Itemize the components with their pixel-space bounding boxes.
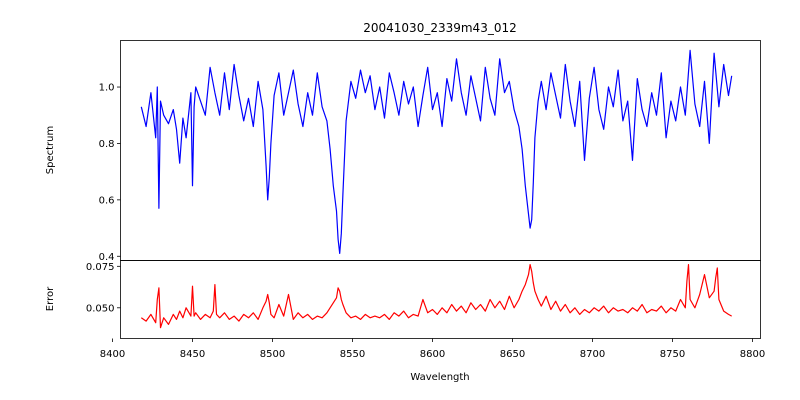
x-tick-label: 8600: [420, 349, 445, 360]
spectrum-y-axis-label: Spectrum: [45, 126, 56, 174]
spectrum-y-ticks: 0.4 0.6 0.8 1.0: [99, 83, 121, 263]
error-y-axis-label: Error: [45, 286, 56, 311]
spectrum-y-tick-label: 0.4: [99, 252, 115, 263]
x-tick-label: 8800: [740, 349, 765, 360]
x-tick-label: 8500: [260, 349, 285, 360]
error-series-line: [140, 264, 732, 329]
error-axes-frame: [120, 260, 761, 339]
x-tick-label: 8700: [580, 349, 605, 360]
spectrum-panel: 0.4 0.6 0.8 1.0: [99, 40, 761, 263]
error-y-ticks: 0.050 0.075: [86, 262, 121, 314]
x-tick-label: 8400: [100, 349, 125, 360]
spectrum-y-tick-label: 1.0: [99, 83, 115, 94]
spectrum-y-tick-label: 0.8: [99, 139, 115, 150]
spectrum-y-tick-label: 0.6: [99, 195, 115, 206]
x-tick-label: 8550: [340, 349, 365, 360]
error-panel: 0.050 0.075: [86, 260, 761, 339]
error-y-tick-label: 0.050: [86, 303, 115, 314]
x-axis-ticks: 8400 8450 8500 8550 8600 8650 8700 8750 8800: [100, 338, 765, 360]
chart-title: 20041030_2339m43_012: [363, 21, 516, 35]
spectrum-series-line: [140, 49, 733, 254]
x-tick-label: 8750: [660, 349, 685, 360]
x-tick-label: 8650: [500, 349, 525, 360]
x-tick-label: 8450: [180, 349, 205, 360]
error-y-tick-label: 0.075: [86, 262, 115, 273]
spectrum-axes-frame: [120, 40, 761, 261]
x-axis-label: Wavelength: [410, 372, 469, 383]
